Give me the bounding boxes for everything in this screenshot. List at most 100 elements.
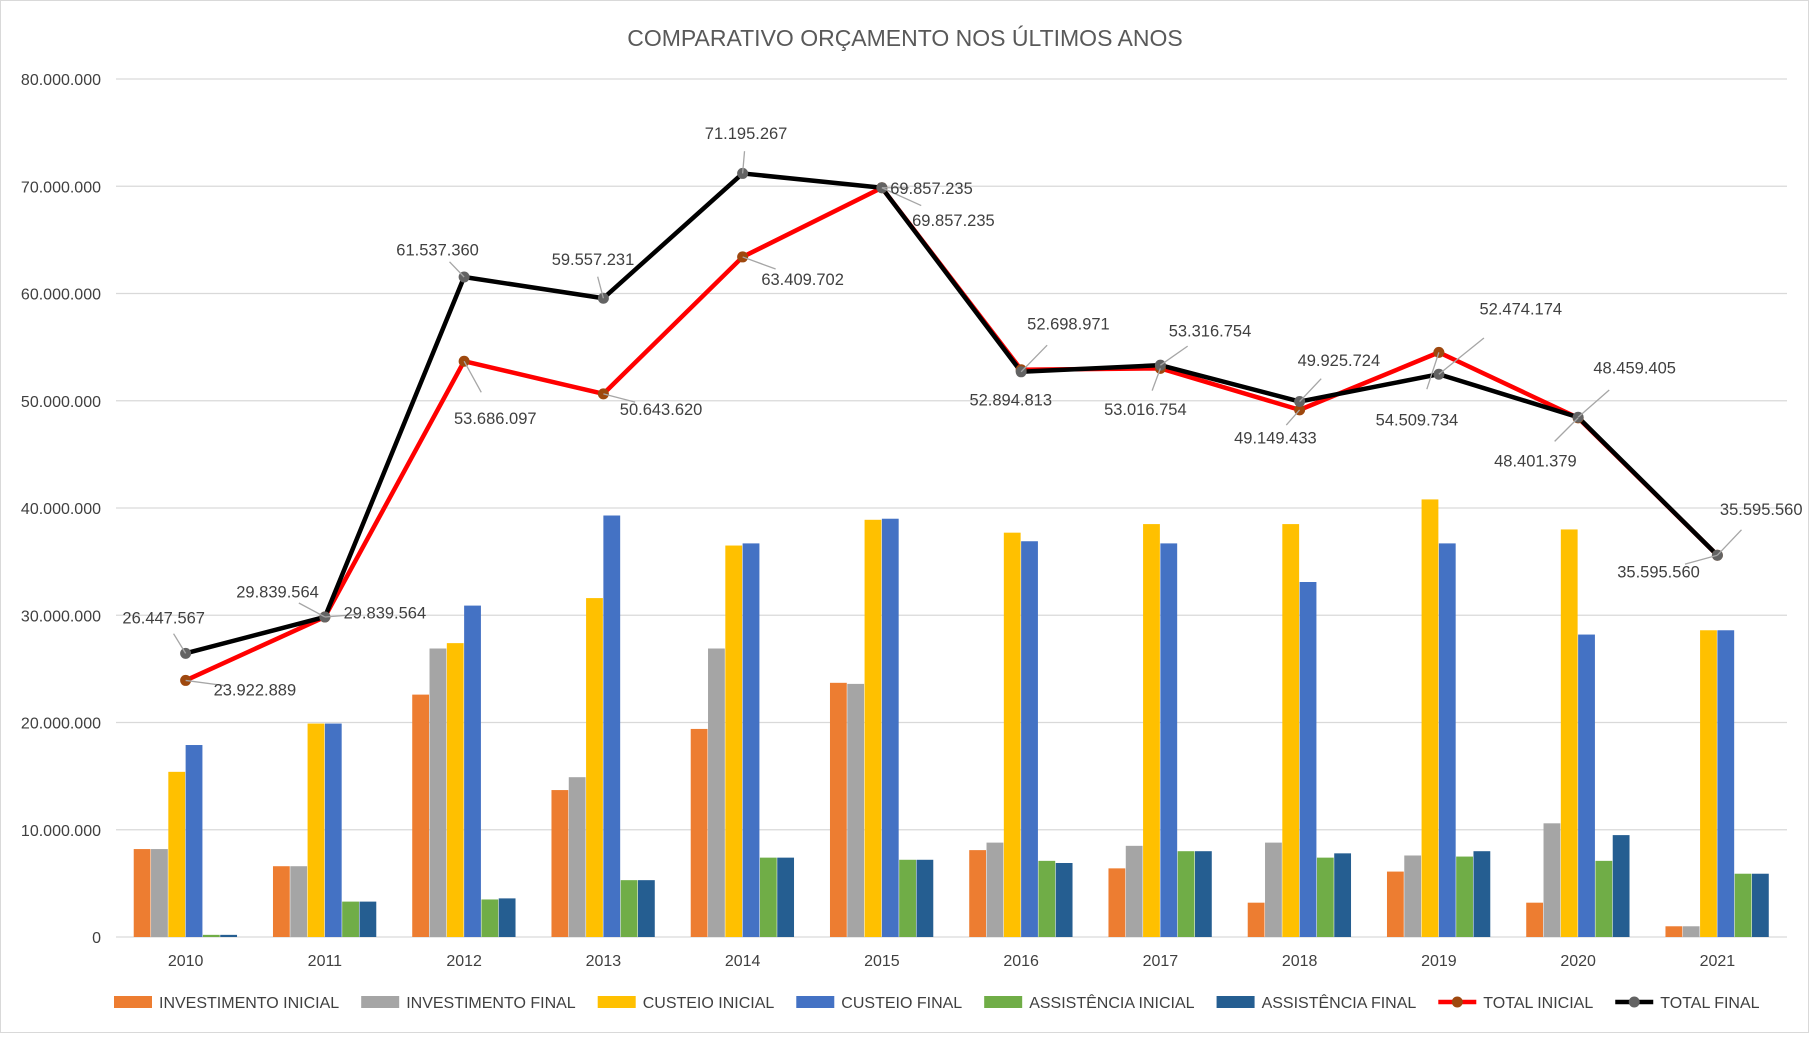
bars <box>133 499 1769 937</box>
x-tick-label: 2010 <box>168 953 204 970</box>
bar-custeio-final <box>324 723 342 937</box>
data-label: 29.839.564 <box>344 604 427 622</box>
legend-swatch <box>1216 996 1255 1008</box>
bar-assist-ncia-inicial <box>759 857 777 937</box>
bar-assist-ncia-final <box>777 857 795 937</box>
label-leader-line <box>741 151 746 174</box>
label-leader-line <box>597 276 605 299</box>
bar-custeio-inicial <box>1560 529 1578 937</box>
bar-assist-ncia-final <box>1055 862 1073 937</box>
bar-custeio-inicial <box>307 723 325 937</box>
legend-swatch <box>114 996 152 1008</box>
grid: 0 10.000.000 20.000.000 30.000.000 40.000.00… <box>21 72 1787 947</box>
bar-investimento-inicial <box>1247 902 1265 937</box>
bar-custeio-final <box>464 605 481 937</box>
data-label: 52.894.813 <box>969 392 1052 410</box>
x-tick-label: 2012 <box>446 953 482 970</box>
bar-investimento-final <box>1265 842 1282 937</box>
bar-assist-ncia-final <box>1612 835 1630 937</box>
legend-label: ASSISTÊNCIA INICIAL <box>1029 993 1194 1012</box>
legend-marker <box>1451 996 1463 1008</box>
legend-label: TOTAL FINAL <box>1660 995 1759 1012</box>
bar-investimento-inicial <box>829 682 847 937</box>
legend-swatch <box>984 996 1023 1008</box>
bar-custeio-inicial <box>725 545 743 937</box>
y-tick-label: 60.000.000 <box>21 287 101 304</box>
bar-custeio-final <box>881 518 899 937</box>
y-tick-label: 80.000.000 <box>21 72 101 89</box>
bar-custeio-final <box>1160 543 1178 937</box>
legend-marker <box>1628 996 1640 1008</box>
bar-investimento-final <box>290 866 308 937</box>
label-leader-line <box>449 261 465 278</box>
data-label: 26.447.567 <box>122 610 205 628</box>
x-tick-label: 2013 <box>586 953 622 970</box>
bar-investimento-inicial <box>1386 871 1404 937</box>
bar-assist-ncia-inicial <box>342 901 359 937</box>
label-leader-line <box>1554 417 1579 442</box>
x-tick-label: 2015 <box>864 953 900 970</box>
legend-label: CUSTEIO FINAL <box>841 995 962 1012</box>
bar-investimento-final <box>568 777 586 937</box>
bar-assist-ncia-inicial <box>899 859 916 937</box>
legend-label: TOTAL INICIAL <box>1483 995 1593 1012</box>
data-label: 53.016.754 <box>1104 401 1187 419</box>
data-label: 52.698.971 <box>1027 315 1110 333</box>
legend-swatch <box>361 996 400 1008</box>
label-leader-line <box>463 360 482 393</box>
bar-custeio-final <box>603 515 621 937</box>
x-tick-label: 2021 <box>1700 953 1736 970</box>
bar-custeio-inicial <box>864 519 882 937</box>
y-tick-label: 70.000.000 <box>21 179 101 196</box>
label-leader-line <box>298 602 326 618</box>
bar-investimento-inicial <box>1108 868 1126 937</box>
data-label: 69.857.235 <box>890 180 973 198</box>
data-label: 49.925.724 <box>1298 352 1381 370</box>
data-label: 23.922.889 <box>214 682 297 700</box>
bar-assist-ncia-final <box>916 859 934 937</box>
bar-assist-ncia-inicial <box>1038 860 1056 937</box>
label-leader-line <box>1151 368 1161 391</box>
bar-assist-ncia-inicial <box>202 934 220 937</box>
bar-investimento-inicial <box>133 849 151 937</box>
bar-investimento-inicial <box>412 694 430 937</box>
x-tick-label: 2016 <box>1003 953 1039 970</box>
bar-custeio-inicial <box>1421 499 1439 937</box>
bar-investimento-final <box>1682 926 1700 937</box>
bar-custeio-inicial <box>1143 524 1160 937</box>
x-tick-label: 2014 <box>725 953 761 970</box>
bar-investimento-final <box>1543 823 1561 937</box>
line-total-final <box>185 171 1719 656</box>
data-label: 35.595.560 <box>1720 501 1803 519</box>
marker-point <box>737 251 749 263</box>
x-tick-label: 2011 <box>308 953 343 970</box>
data-label: 50.643.620 <box>620 401 703 419</box>
x-tick-label: 2017 <box>1143 953 1179 970</box>
bar-custeio-final <box>185 745 203 937</box>
data-labels: 23.922.889 29.839.564 53.686.097 50.643.620… <box>122 125 1802 700</box>
bar-assist-ncia-inicial <box>620 880 638 937</box>
y-tick-label: 40.000.000 <box>21 501 101 518</box>
bar-custeio-final <box>742 543 760 937</box>
x-tick-label: 2019 <box>1421 953 1457 970</box>
bar-investimento-final <box>429 648 447 937</box>
data-label: 35.595.560 <box>1617 563 1700 581</box>
label-leader-line <box>1285 409 1301 426</box>
bar-custeio-inicial <box>168 771 186 937</box>
data-label: 53.686.097 <box>454 410 537 428</box>
label-leader-line <box>1716 529 1742 556</box>
bar-investimento-final <box>847 683 865 937</box>
data-label: 49.149.433 <box>1234 430 1317 448</box>
data-label: 61.537.360 <box>396 241 479 259</box>
legend-label: INVESTIMENTO INICIAL <box>159 995 339 1012</box>
legend-label: INVESTIMENTO FINAL <box>406 995 576 1012</box>
x-tick-label: 2020 <box>1560 953 1596 970</box>
bar-assist-ncia-final <box>498 898 516 937</box>
x-axis: 2010 2011 2012 2013 2014 2015 2016 2017 2018 2019… <box>168 953 1735 970</box>
label-leader-line <box>185 679 224 687</box>
label-leader-line <box>1438 337 1485 375</box>
bar-assist-ncia-final <box>637 880 655 937</box>
legend-swatch <box>796 996 835 1008</box>
